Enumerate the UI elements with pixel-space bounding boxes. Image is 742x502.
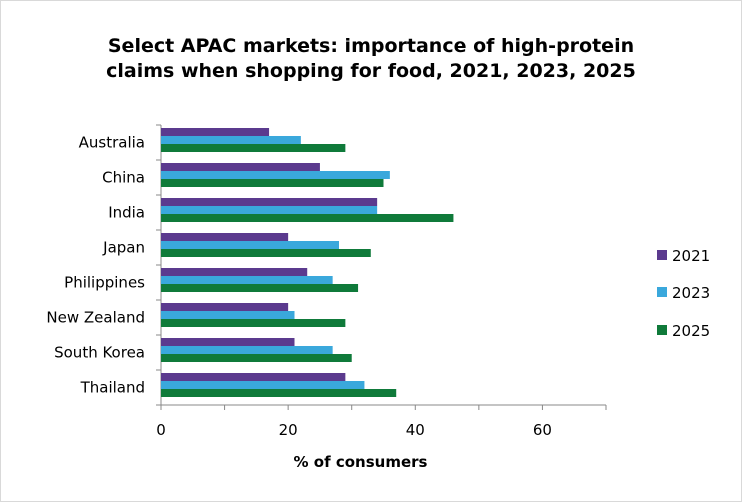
category-label: South Korea bbox=[54, 344, 145, 362]
bar-2021-south-korea bbox=[161, 338, 295, 346]
x-tick-label: 60 bbox=[533, 421, 552, 439]
bar-2021-thailand bbox=[161, 373, 346, 381]
bar-2021-china bbox=[161, 163, 320, 171]
x-tick-label: 20 bbox=[279, 421, 298, 439]
bar-2023-thailand bbox=[161, 381, 365, 389]
bar-2023-south-korea bbox=[161, 346, 333, 354]
bar-2025-japan bbox=[161, 249, 371, 257]
x-axis-label: % of consumers bbox=[294, 453, 428, 471]
bar-2025-thailand bbox=[161, 389, 397, 397]
bar-2025-south-korea bbox=[161, 354, 352, 362]
legend-label-2023: 2023 bbox=[672, 284, 710, 302]
legend-label-2025: 2025 bbox=[672, 322, 710, 340]
bar-2025-new-zealand bbox=[161, 319, 346, 327]
category-label: Thailand bbox=[80, 379, 145, 397]
legend-swatch-2025 bbox=[657, 325, 667, 335]
bar-2021-philippines bbox=[161, 268, 308, 276]
bar-2023-australia bbox=[161, 136, 301, 144]
chart-title-line2: claims when shopping for food, 2021, 202… bbox=[106, 60, 636, 82]
category-label: Australia bbox=[79, 134, 145, 152]
category-label: New Zealand bbox=[46, 309, 145, 327]
legend-label-2021: 2021 bbox=[672, 247, 710, 265]
category-label: Japan bbox=[102, 239, 145, 257]
category-label: Philippines bbox=[64, 274, 145, 292]
bar-2023-new-zealand bbox=[161, 311, 295, 319]
bar-2025-china bbox=[161, 179, 384, 187]
bar-2025-australia bbox=[161, 144, 346, 152]
bar-2023-japan bbox=[161, 241, 339, 249]
bar-2021-japan bbox=[161, 233, 289, 241]
bar-2025-india bbox=[161, 214, 454, 222]
category-label: India bbox=[108, 204, 145, 222]
legend-swatch-2021 bbox=[657, 250, 667, 260]
category-label: China bbox=[102, 169, 145, 187]
bar-2023-india bbox=[161, 206, 378, 214]
bar-2025-philippines bbox=[161, 284, 359, 292]
x-tick-label: 0 bbox=[156, 421, 166, 439]
bar-2021-new-zealand bbox=[161, 303, 289, 311]
chart-title-line1: Select APAC markets: importance of high-… bbox=[107, 35, 635, 57]
bar-2023-philippines bbox=[161, 276, 333, 284]
bar-2023-china bbox=[161, 171, 390, 179]
bar-2021-australia bbox=[161, 128, 270, 136]
chart-title: Select APAC markets: importance of high-… bbox=[0, 34, 742, 84]
bar-2021-india bbox=[161, 198, 378, 206]
x-tick-label: 40 bbox=[406, 421, 425, 439]
legend-swatch-2023 bbox=[657, 287, 667, 297]
